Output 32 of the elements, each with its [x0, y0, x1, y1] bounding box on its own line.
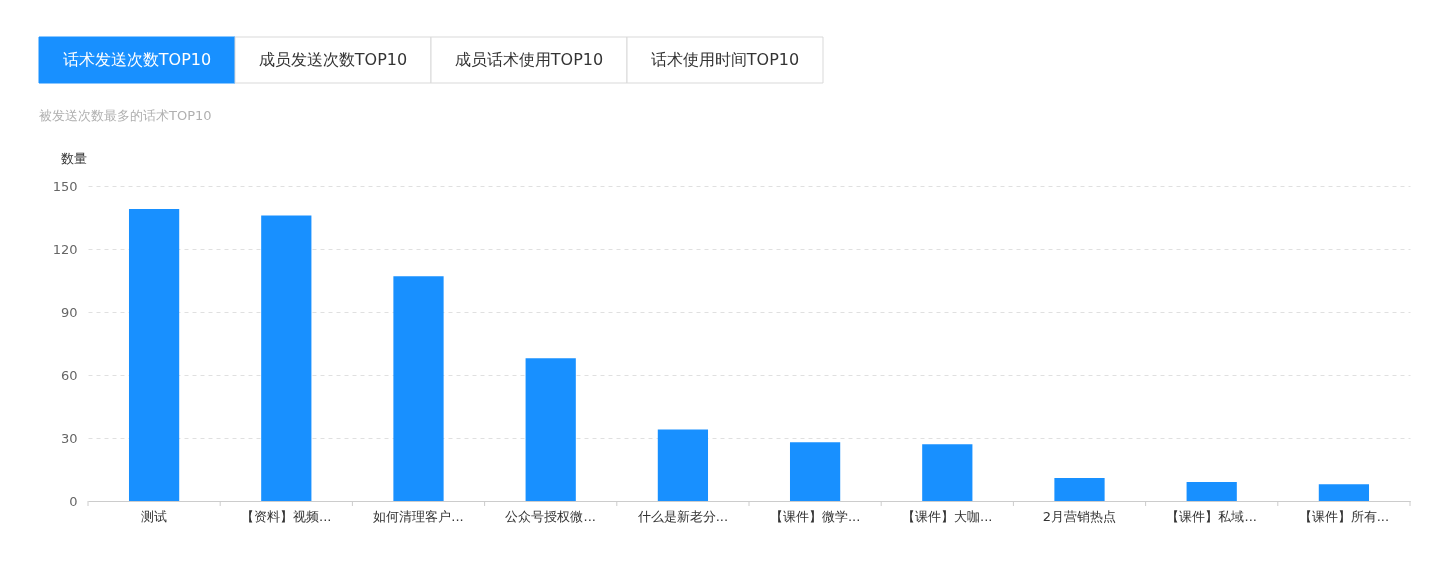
bar	[1054, 477, 1105, 501]
bar	[1318, 484, 1370, 501]
text: 成员话术使用TOP10	[454, 50, 604, 69]
x-tick-label: 测试	[141, 508, 168, 524]
y-tick-label: 60	[60, 367, 78, 383]
x-tick-label: 什么是新老分...	[636, 508, 729, 524]
y-tick-label: 120	[52, 241, 78, 257]
chart-subtitle: 被发送次数最多的话术TOP10	[39, 108, 212, 123]
bar	[789, 442, 841, 501]
x-tick-label: 公众号授权微...	[505, 508, 596, 524]
bar	[393, 276, 444, 501]
x-tick-label: 如何清理客户...	[373, 508, 464, 524]
bar	[922, 444, 973, 501]
y-tick-label: 30	[60, 430, 78, 446]
bar	[657, 429, 709, 501]
text: 成员发送次数TOP10	[258, 50, 408, 69]
x-tick-label: 【课件】大咖...	[902, 508, 993, 524]
bar	[1186, 482, 1237, 501]
text: 话术使用时间TOP10	[650, 50, 800, 69]
x-tick-label: 【课件】所有...	[1298, 508, 1390, 524]
bar	[525, 358, 576, 501]
bar	[261, 215, 312, 501]
bar	[128, 209, 180, 501]
x-tick-label: 2月营销热点	[1042, 508, 1117, 524]
x-tick-label: 【资料】视频...	[241, 508, 332, 524]
x-tick-label: 【课件】微学...	[769, 508, 861, 524]
y-tick-label: 90	[60, 304, 78, 320]
y-tick-label: 150	[52, 178, 78, 194]
x-tick-label: 【课件】私域...	[1166, 508, 1257, 524]
chart-title: 话术发送次数TOP10	[62, 50, 212, 69]
y-axis-title: 数量	[60, 150, 87, 166]
y-tick-label: 0	[69, 493, 78, 509]
